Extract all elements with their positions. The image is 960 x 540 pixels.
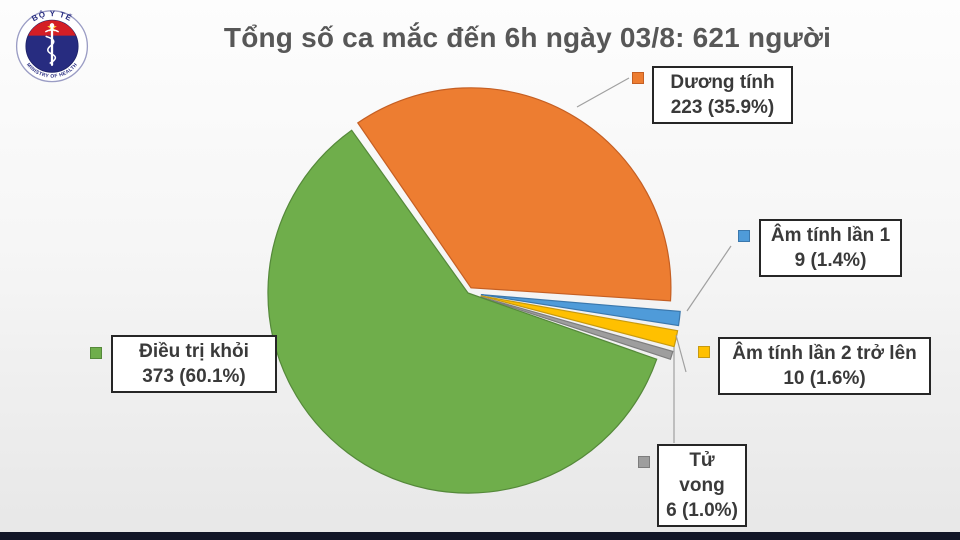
callout-negative2plus-label: Âm tính lần 2 trở lên bbox=[732, 343, 917, 364]
callout-recovered-value: 373 (60.1%) bbox=[142, 366, 246, 388]
legend-marker-negative1 bbox=[738, 230, 750, 242]
leader-line bbox=[576, 77, 630, 108]
callout-deaths-value: 6 (1.0%) bbox=[666, 500, 738, 522]
legend-marker-recovered bbox=[90, 347, 102, 359]
legend-marker-negative2plus bbox=[698, 346, 710, 358]
callout-negative1-value: 9 (1.4%) bbox=[794, 250, 867, 272]
callout-negative2plus-value: 10 (1.6%) bbox=[783, 368, 866, 390]
leader-line bbox=[686, 245, 732, 312]
chart-title: Tổng số ca mắc đến 6h ngày 03/8: 621 ngư… bbox=[223, 22, 832, 53]
caduceus-icon bbox=[45, 23, 59, 66]
ministry-of-health-logo: BỘ Y TẾ MINISTRY OF HEALTH bbox=[15, 9, 89, 83]
callout-negative2plus: Âm tính lần 2 trở lên 10 (1.6%) bbox=[718, 337, 931, 396]
callout-deaths: Tử vong 6 (1.0%) bbox=[657, 444, 747, 528]
callout-positive-value: 223 (35.9%) bbox=[670, 97, 775, 119]
callout-negative1-label: Âm tính lần 1 bbox=[770, 225, 891, 246]
leader-line bbox=[675, 334, 687, 373]
callout-positive: Dương tính 223 (35.9%) bbox=[652, 66, 793, 125]
bottom-bar bbox=[0, 532, 960, 540]
logo-top-text: BỘ Y TẾ bbox=[30, 9, 73, 23]
pie-slice-1 bbox=[480, 294, 681, 327]
callout-positive-label: Dương tính bbox=[670, 72, 775, 93]
legend-marker-deaths bbox=[638, 456, 650, 468]
pie-slice-2 bbox=[480, 295, 679, 348]
callout-recovered: Điều trị khỏi 373 (60.1%) bbox=[111, 335, 277, 394]
callout-deaths-label: Tử vong bbox=[679, 450, 725, 497]
pie-slice-4 bbox=[267, 129, 658, 494]
legend-marker-positive bbox=[632, 72, 644, 84]
callout-negative1: Âm tính lần 1 9 (1.4%) bbox=[759, 219, 902, 278]
pie-slice-0 bbox=[356, 87, 672, 302]
callout-recovered-label: Điều trị khỏi bbox=[139, 341, 249, 362]
svg-text:BỘ Y TẾ: BỘ Y TẾ bbox=[30, 9, 74, 23]
pie-slice-3 bbox=[480, 296, 674, 361]
